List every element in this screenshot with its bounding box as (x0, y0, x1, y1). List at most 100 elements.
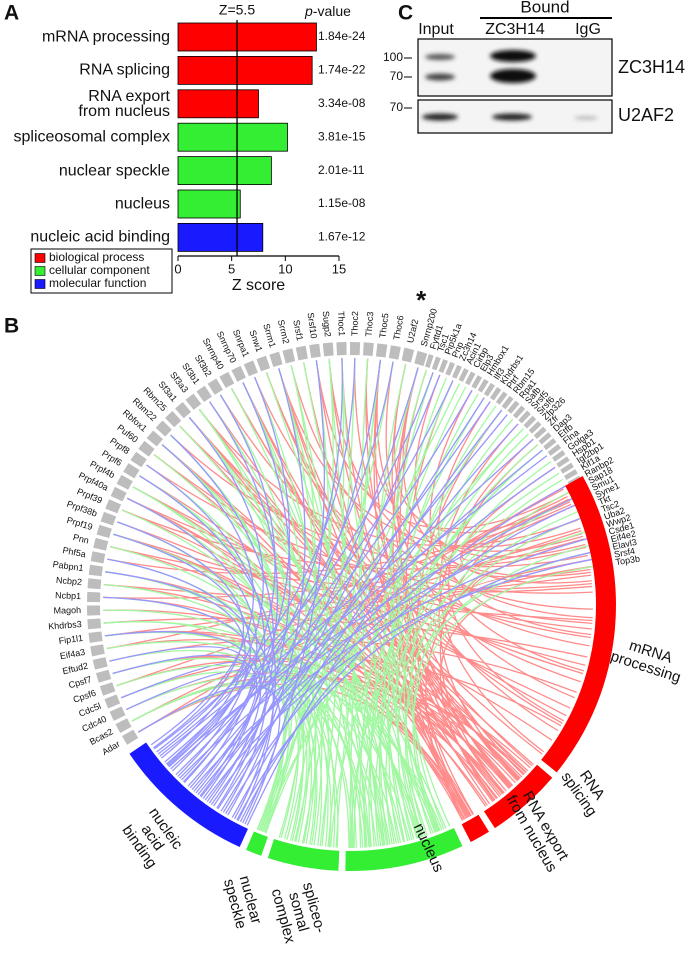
p-value: 3.81e-15 (318, 129, 366, 143)
x-tick-label: 15 (332, 261, 346, 276)
chord (113, 533, 251, 777)
chord (125, 675, 443, 831)
gene-block (547, 444, 562, 456)
chord (410, 433, 529, 830)
term-arc (345, 827, 463, 871)
chord (257, 383, 460, 831)
gene-block (90, 644, 105, 657)
gene-block (560, 462, 574, 474)
gene-block (543, 438, 557, 451)
gene-label: Top3b (615, 554, 641, 568)
chord (230, 387, 402, 843)
chord (374, 530, 587, 847)
chord (121, 509, 517, 784)
chord (107, 503, 572, 575)
x-tick-label: 10 (278, 261, 292, 276)
gene-label: Srsf10 (305, 312, 318, 339)
chord (414, 374, 586, 558)
chord (181, 358, 343, 781)
legend-swatch (34, 266, 46, 276)
chord (329, 449, 543, 848)
gene-block (269, 351, 283, 368)
chord (132, 486, 421, 838)
chord (116, 664, 384, 846)
chord (103, 609, 531, 769)
band (425, 73, 455, 81)
chord (385, 551, 592, 845)
chord (126, 497, 465, 820)
band (492, 113, 532, 121)
gene-block (88, 564, 103, 577)
chord (161, 444, 472, 816)
x-tick-label: 5 (228, 261, 235, 276)
gene-label: Phf5a (62, 545, 87, 559)
gene-block (501, 395, 514, 410)
chord (109, 545, 364, 848)
chord (191, 537, 589, 791)
gene-block (363, 342, 374, 357)
chord (131, 682, 370, 848)
chord (354, 358, 559, 732)
chord (167, 497, 574, 767)
chord (179, 425, 591, 639)
chord (315, 360, 567, 530)
panel-label: C (398, 2, 413, 25)
p-value: 1.15e-08 (318, 196, 366, 210)
chord (137, 676, 527, 774)
chord (175, 389, 473, 776)
chord (278, 368, 520, 781)
chord (171, 394, 276, 772)
chord (254, 376, 329, 847)
chord (103, 621, 286, 832)
gene-block (518, 410, 531, 424)
chord (219, 394, 323, 846)
gene-block (104, 694, 121, 709)
chord (220, 374, 441, 812)
gene-block (414, 350, 428, 367)
chord (461, 485, 583, 561)
chord (403, 418, 514, 835)
chord (398, 377, 451, 827)
protein-label: U2AF2 (618, 105, 674, 125)
chord (170, 434, 589, 568)
chord (217, 397, 485, 810)
chord (397, 478, 564, 841)
bar (177, 22, 317, 52)
gene-block (93, 537, 109, 551)
chord (378, 444, 539, 846)
chord (335, 367, 419, 848)
chord (161, 444, 405, 843)
chord (230, 387, 543, 755)
p-value: 1.84e-24 (318, 29, 366, 43)
gene-label: Adar (100, 739, 121, 757)
category-label: RNA splicing (79, 61, 170, 79)
chord (103, 583, 504, 795)
chord (209, 401, 358, 848)
chord (349, 359, 382, 849)
gene-block (87, 618, 102, 630)
chord (107, 558, 274, 821)
gene-block (401, 347, 415, 363)
chord (315, 360, 472, 817)
chord (170, 434, 294, 834)
chord (104, 630, 512, 788)
bar (177, 156, 272, 186)
chord (368, 428, 524, 848)
chord (242, 382, 371, 848)
legend-label: molecular function (49, 276, 146, 290)
legend-swatch (34, 253, 46, 263)
gene-block (309, 343, 321, 359)
chord (385, 361, 575, 699)
chord (117, 521, 244, 749)
chord (160, 417, 264, 759)
chord (278, 368, 385, 846)
chord (265, 372, 415, 840)
gene-label: Ncbp1 (55, 590, 81, 601)
gene-block (458, 368, 469, 382)
gene-block (243, 360, 258, 377)
gene-block (512, 405, 526, 419)
